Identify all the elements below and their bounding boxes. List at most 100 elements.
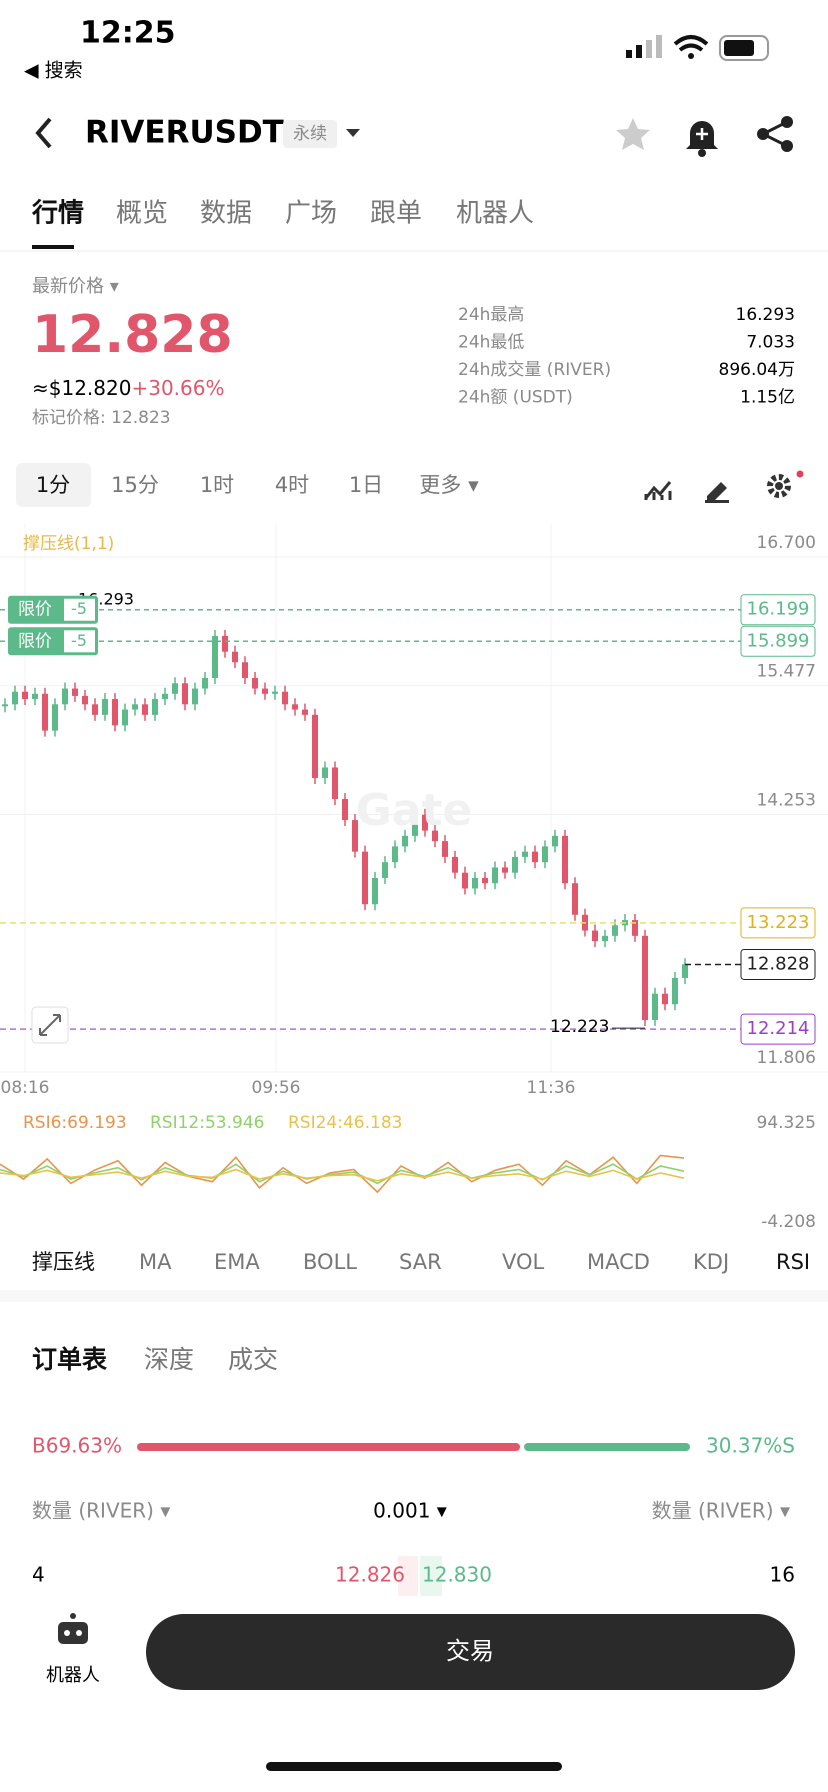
candle [352, 820, 358, 852]
share[interactable] [757, 116, 793, 152]
badge: 永续 [293, 124, 327, 144]
y-tick-label: 11.806 [757, 1048, 816, 1068]
indicator[interactable]: KDJ [693, 1250, 729, 1274]
timeframe[interactable]: 更多 ▾ [419, 473, 479, 497]
book-tab[interactable]: 订单表 [32, 1345, 108, 1374]
candle [232, 651, 238, 663]
order-label: 16.199 [747, 599, 810, 620]
tab[interactable]: 广场 [285, 199, 337, 229]
indicator[interactable]: VOL [502, 1250, 545, 1274]
liquidation-label: 12.214 [747, 1018, 810, 1039]
sell-bar [524, 1443, 690, 1451]
last-price: 12.828 [32, 305, 233, 365]
symbol: RIVERUSDT [85, 115, 284, 151]
home-indicator [266, 1762, 562, 1771]
indicator[interactable]: MA [139, 1250, 172, 1274]
timeframe[interactable]: 1日 [349, 473, 383, 497]
order-qty-bg [64, 630, 95, 653]
book-tab[interactable]: 深度 [144, 1345, 194, 1374]
timeframe[interactable]: 1时 [200, 473, 234, 497]
robot-icon[interactable] [58, 1613, 88, 1644]
tab[interactable]: 概览 [116, 199, 168, 229]
candle [602, 935, 608, 942]
indicator[interactable]: RSI [776, 1250, 810, 1274]
indicator[interactable]: 撑压线 [32, 1250, 95, 1274]
candle [92, 704, 98, 715]
tab[interactable]: 跟单 [370, 199, 422, 229]
buy-ratio: B69.63% [32, 1434, 122, 1458]
stat-label: 24h最高 [458, 305, 524, 325]
candle [162, 693, 168, 700]
rsi-legend: RSI24:46.183 [288, 1113, 402, 1133]
candle [492, 867, 498, 884]
indicator[interactable]: SAR [399, 1250, 442, 1274]
bid-qty: 4 [32, 1563, 45, 1587]
watermark: Gate [356, 785, 473, 836]
candle [652, 993, 658, 1021]
tab[interactable]: 机器人 [456, 199, 534, 229]
candle [462, 872, 468, 889]
symbol-dropdown[interactable] [346, 129, 360, 137]
indicator[interactable]: EMA [214, 1250, 260, 1274]
candle [32, 693, 38, 700]
candle [262, 688, 268, 694]
candle [442, 841, 448, 857]
alert[interactable] [686, 121, 718, 157]
candle [452, 856, 458, 873]
rsi-tick-label: 94.325 [757, 1113, 816, 1133]
candle [82, 695, 88, 705]
back-button[interactable] [35, 117, 52, 149]
stat-label: 24h额 (USDT) [458, 388, 573, 408]
price-usd: ≈$12.820+30.66% [32, 376, 225, 400]
back-search[interactable]: ◀ 搜索 [24, 60, 83, 82]
candle [412, 814, 418, 836]
candle [572, 883, 578, 915]
timeframe[interactable]: 4时 [275, 473, 309, 497]
status-icons [626, 35, 769, 61]
trade-label[interactable]: 交易 [446, 1637, 494, 1665]
candle [42, 693, 48, 731]
x-tick-label: 11:36 [527, 1078, 576, 1098]
col-right[interactable]: 数量 (RIVER) ▾ [652, 1499, 790, 1523]
support-label: 13.223 [747, 912, 810, 933]
ask-price: 12.830 [422, 1563, 492, 1587]
candle [512, 856, 518, 873]
col-left[interactable]: 数量 (RIVER) ▾ [32, 1499, 170, 1523]
trade-button[interactable] [146, 1614, 795, 1690]
stat-value: 1.15亿 [740, 388, 795, 408]
favorite[interactable] [616, 118, 650, 150]
candle [272, 691, 278, 694]
order-type: 限价 [18, 631, 52, 651]
indicator[interactable]: BOLL [303, 1250, 357, 1274]
liquidation-box [740, 1013, 816, 1045]
candle [632, 920, 638, 936]
indicator[interactable]: MACD [587, 1250, 650, 1274]
book-tab[interactable]: 成交 [228, 1345, 278, 1374]
timeframe[interactable]: 1分 [36, 473, 70, 497]
tab[interactable]: 数据 [200, 199, 252, 229]
robot-label[interactable]: 机器人 [46, 1665, 100, 1686]
chart-tools[interactable] [644, 470, 804, 504]
expand-icon [39, 1014, 61, 1036]
usd: ≈$12.820 [32, 376, 131, 400]
rsi-line [0, 1168, 685, 1182]
low-label: 12.223 [550, 1017, 609, 1037]
rsi-legend: RSI6:69.193 [23, 1113, 127, 1133]
change: +30.66% [131, 376, 224, 400]
tab[interactable]: 行情 [31, 198, 84, 229]
stat-value: 7.033 [746, 333, 795, 353]
candle [2, 704, 8, 707]
timeframe[interactable]: 15分 [111, 473, 159, 497]
section-gap [0, 1290, 828, 1302]
bid-depth [398, 1556, 418, 1596]
mark-price: 标记价格: 12.823 [32, 408, 171, 428]
candle [12, 691, 18, 705]
candle [322, 767, 328, 778]
candle [332, 767, 338, 800]
candle [152, 699, 158, 715]
candle [102, 699, 108, 715]
candle [292, 704, 298, 710]
rsi-line [0, 1163, 685, 1185]
step[interactable]: 0.001 ▾ [373, 1499, 447, 1523]
candle [432, 830, 438, 842]
